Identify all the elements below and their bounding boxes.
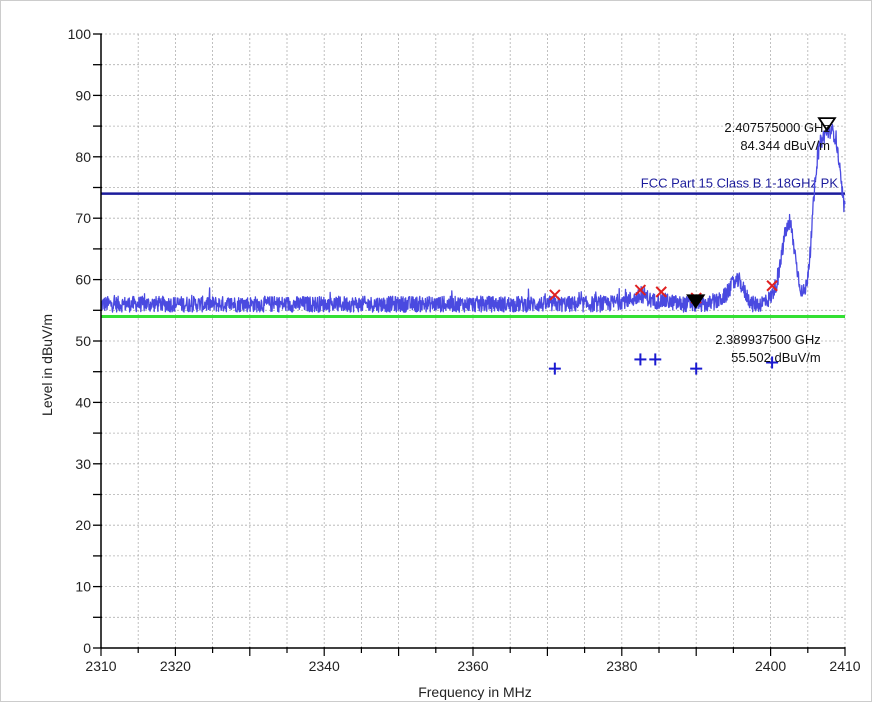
peak-marker	[686, 294, 706, 309]
y-tick-label: 50	[75, 333, 91, 349]
x-marker	[766, 280, 778, 292]
plus-marker	[690, 362, 703, 375]
axis-layer: 0 10 20 30 40 50 60 70 80 90 100 2310 2320 2340 2360 23…	[68, 26, 861, 674]
plus-marker	[548, 362, 561, 375]
x-tick-label: 2400	[755, 658, 786, 674]
limit-layer: FCC Part 15 Class B 1-18GHz PK	[101, 176, 845, 318]
limit-label-pk: FCC Part 15 Class B 1-18GHz PK	[641, 176, 839, 191]
y-tick-label: 60	[75, 272, 91, 288]
y-axis-title: Level in dBuV/m	[39, 314, 55, 416]
trace-layer	[100, 123, 846, 313]
y-tick-label: 10	[75, 579, 91, 595]
x-tick-label: 2360	[457, 658, 488, 674]
x-tick-label: 2340	[309, 658, 340, 674]
y-tick-label: 0	[83, 640, 91, 656]
plus-marker	[766, 356, 779, 369]
x-tick-label: 2380	[606, 658, 637, 674]
peak-marker-level: 84.344 dBuV/m	[740, 138, 830, 153]
y-tick-label: 20	[75, 517, 91, 533]
y-tick-label: 80	[75, 149, 91, 165]
x-axis-title: Frequency in MHz	[418, 684, 532, 700]
x-marker-stroke	[766, 280, 778, 292]
marker-layer	[548, 117, 837, 375]
y-tick-label: 100	[68, 26, 92, 42]
peak-marker-level: 55.502 dBuV/m	[731, 350, 821, 365]
annotation-layer: 2.407575000 GHz 84.344 dBuV/m 2.389937500 …	[715, 120, 830, 365]
x-marker-stroke	[655, 286, 667, 298]
x-marker	[634, 284, 647, 296]
peak-marker-freq: 2.407575000 GHz	[724, 120, 830, 135]
peak-marker-freq: 2.389937500 GHz	[715, 332, 821, 347]
plus-marker	[634, 353, 647, 366]
y-tick-label: 30	[75, 456, 91, 472]
x-marker	[655, 286, 667, 298]
y-tick-label: 90	[75, 87, 91, 103]
x-marker-stroke	[634, 284, 647, 296]
y-tick-label: 70	[75, 210, 91, 226]
peak-marker	[817, 117, 837, 132]
plus-marker	[649, 353, 662, 366]
emission-trace	[100, 123, 846, 313]
x-tick-label: 2410	[829, 658, 860, 674]
x-marker	[549, 289, 561, 301]
x-marker-stroke	[549, 289, 561, 301]
x-tick-label: 2310	[85, 658, 116, 674]
y-tick-label: 40	[75, 394, 91, 410]
x-tick-label: 2320	[160, 658, 191, 674]
grid-layer	[100, 33, 846, 649]
